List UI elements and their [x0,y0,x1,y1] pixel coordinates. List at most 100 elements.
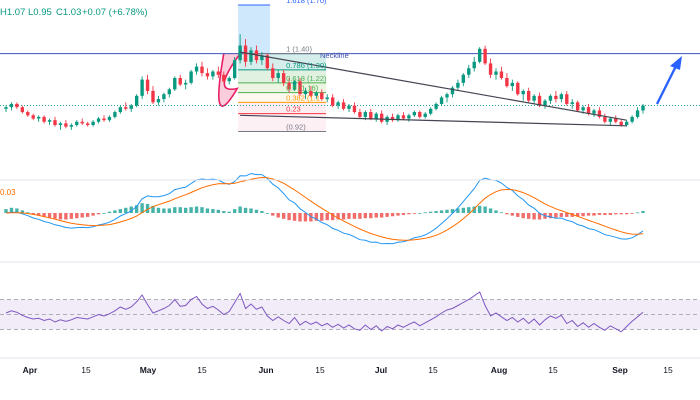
breakout-arrow [655,65,678,105]
candle-body [124,107,128,109]
candle-body [407,115,411,119]
macd-hist-bar [575,213,580,217]
candle-body [554,95,558,100]
candle-body [581,107,585,111]
candle-body [145,79,150,91]
macd-hist-bar [113,210,117,213]
macd-hist-bar [477,205,482,213]
fib-band [238,53,327,70]
macd-hist-bar [75,213,79,219]
candle-body [216,71,221,75]
macd-hist-bar [69,213,74,219]
candle-body [91,121,95,126]
macd-hist-bar [336,213,340,220]
macd-hist-bar [36,213,41,216]
x-tick-label: 15 [548,365,558,375]
candle-body [537,95,542,106]
macd-hist-bar [298,213,302,222]
candle-body [64,123,68,127]
fib-band [238,92,327,103]
candle-body [102,118,106,121]
candle-body [4,107,8,109]
x-tick-label: Aug [491,365,508,375]
macd-hist-bar [347,213,351,219]
macd-hist-bar [537,213,542,220]
macd-hist-bar [461,207,466,213]
macd-hist-bar [510,213,515,216]
macd-hist-bar [641,211,645,213]
macd-hist-bar [423,212,427,214]
candle-body [472,61,476,69]
x-tick-label: 15 [197,365,207,375]
candle-body [412,112,417,116]
x-tick-label: Jun [258,365,273,375]
candle-body [42,116,46,122]
fib-level-label: 0.5 (1.16) [286,84,319,93]
wedge-lower-line [240,114,627,127]
macd-hist-bar [379,213,384,218]
candle-body [205,73,210,77]
candle-body [36,116,41,119]
fib-level-label: 0.382 (1.1 [286,93,320,102]
macd-hist-bar [211,209,215,213]
macd-hist-bar [407,213,411,215]
macd-hist-bar [630,213,634,214]
candle-body [69,125,74,127]
macd-hist-bar [608,213,613,215]
macd-hist-bar [314,213,319,221]
x-axis: Apr 15 May 15 Jun 15 Jul 15 Aug 15 Sep 15 [23,365,673,375]
annotation-layer-back [0,4,700,133]
candle-body [303,90,308,95]
candle-body [352,105,357,113]
macd-hist-bar [352,213,357,219]
candle-body [597,110,602,117]
candle-body [249,50,253,62]
macd-hist-bar [532,213,536,220]
candle-body [194,66,199,72]
candle-body [162,94,166,100]
candle-body [428,108,433,114]
rsi-pane [0,179,700,359]
candle-body [173,77,177,90]
macd-hist-bar [363,213,368,219]
macd-hist-bar [439,210,444,213]
macd-hist-bar [26,212,30,214]
candle-body [167,89,172,95]
candle-body [624,121,629,126]
macd-hist-bar [281,213,286,219]
candle-body [85,123,90,126]
macd-hist-bar [483,206,487,213]
fib-band [238,102,327,114]
candle-body [467,68,471,75]
macd-hist-bar [173,207,177,213]
candles-layer [4,34,645,130]
macd-hist-bar [374,213,378,218]
candle-body [608,118,613,122]
candle-body [80,121,84,124]
candle-body [494,71,498,75]
macd-hist-bar [570,213,574,217]
candle-body [20,107,25,113]
candle-body [107,116,112,121]
candle-body [222,74,226,82]
macd-hist-bar [80,213,84,218]
macd-hist-bar [554,213,558,218]
candle-body [635,110,640,117]
candle-body [532,95,536,101]
rsi-line [5,291,644,333]
macd-hist-bar [129,206,133,213]
candle-body [113,112,117,117]
candle-body [363,112,368,117]
macd-hist-bar [178,207,182,213]
candle-body [281,73,286,83]
macd-hist-bar [118,209,123,213]
candle-body [341,102,346,109]
macd-hist-bar [58,213,63,220]
macd-hist-bar [4,209,8,213]
annotation-layer-front: 1.618 (1.70) 1 (1.40) 0.786 (1.30) 0.618 (1… [240,0,682,132]
candle-body [232,60,237,78]
candle-body [374,113,378,119]
macd-hist-bar [232,209,237,213]
macd-hist-bar [53,213,57,219]
candle-body [603,116,607,122]
